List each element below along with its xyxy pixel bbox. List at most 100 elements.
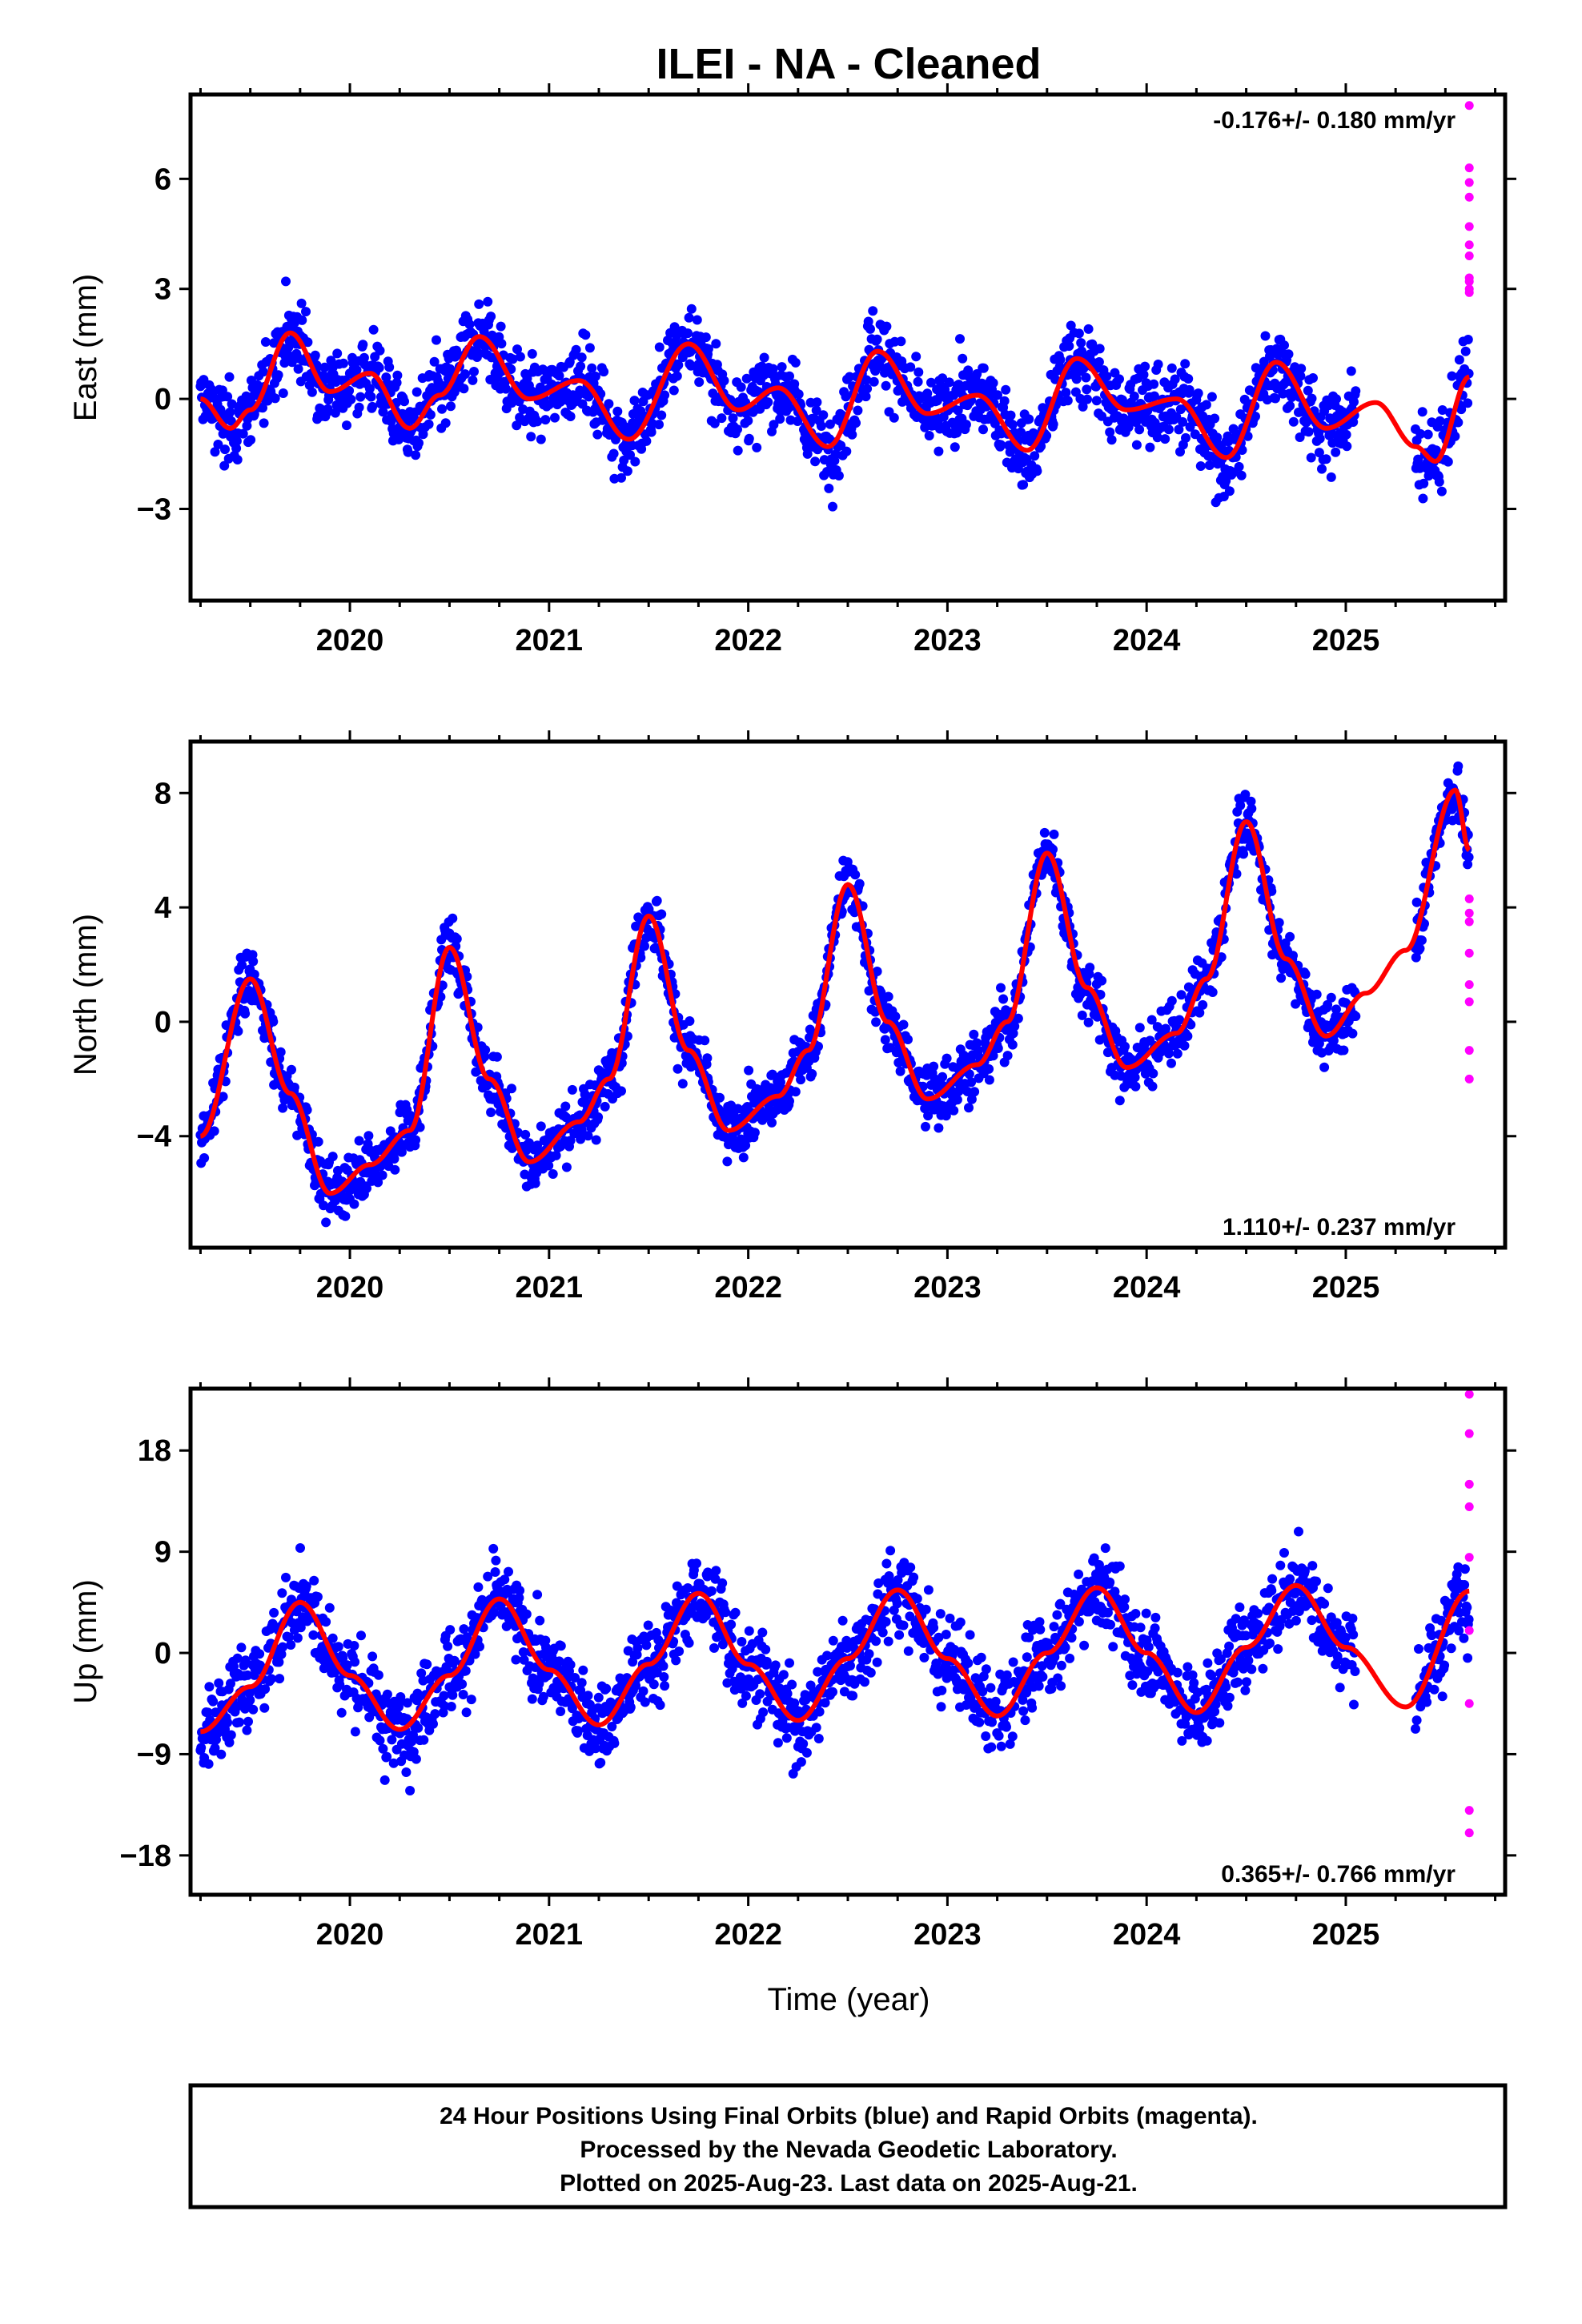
final-orbit-point <box>377 1170 387 1180</box>
final-orbit-point <box>1434 476 1444 487</box>
final-orbit-point <box>1002 1722 1011 1732</box>
final-orbit-point <box>763 397 773 408</box>
final-orbit-point <box>1195 461 1206 471</box>
final-orbit-point <box>518 1647 528 1657</box>
final-orbit-point <box>199 1153 210 1163</box>
final-orbit-point <box>1075 393 1086 404</box>
final-orbit-points <box>195 761 1474 1228</box>
final-orbit-point <box>1283 349 1294 360</box>
final-orbit-point <box>944 377 954 388</box>
final-orbit-point <box>854 879 865 889</box>
final-orbit-point <box>292 1633 303 1643</box>
final-orbit-point <box>1267 886 1277 896</box>
final-orbit-point <box>952 428 962 438</box>
final-orbit-point <box>424 419 434 429</box>
final-orbit-point <box>1453 761 1464 771</box>
final-orbit-point <box>1271 393 1280 404</box>
final-orbit-point <box>964 1103 974 1113</box>
final-orbit-point <box>883 991 893 1002</box>
final-orbit-point <box>536 434 546 444</box>
final-orbit-point <box>993 1043 1003 1053</box>
final-orbit-point <box>446 1702 456 1711</box>
final-orbit-point <box>303 337 313 348</box>
final-orbit-point <box>296 298 307 308</box>
final-orbit-point <box>640 1697 650 1707</box>
final-orbit-point <box>895 1066 905 1076</box>
final-orbit-point <box>289 1082 299 1092</box>
final-orbit-point <box>981 1731 991 1741</box>
final-orbit-point <box>1066 320 1076 331</box>
final-orbit-point <box>538 1691 548 1702</box>
final-orbit-point <box>922 388 933 399</box>
final-orbit-point <box>469 367 479 376</box>
final-orbit-point <box>364 384 375 394</box>
final-orbit-point <box>741 373 752 384</box>
final-orbit-point <box>758 1707 769 1718</box>
final-orbit-point <box>926 377 936 388</box>
final-orbit-point <box>1216 952 1227 963</box>
final-orbit-point <box>1078 401 1088 412</box>
final-orbit-point <box>601 1683 612 1694</box>
final-orbit-point <box>1351 386 1361 396</box>
final-orbit-point <box>1183 374 1194 384</box>
final-orbit-point <box>286 1640 296 1650</box>
final-orbit-point <box>863 316 873 327</box>
final-orbit-point <box>327 1633 338 1643</box>
final-orbit-point <box>757 1627 768 1638</box>
final-orbit-point <box>630 456 640 467</box>
final-orbit-point <box>1418 493 1428 504</box>
y-tick-label: 4 <box>155 891 171 925</box>
final-orbit-point <box>1437 405 1447 415</box>
final-orbit-point <box>429 356 440 367</box>
final-orbit-point <box>576 1678 587 1688</box>
final-orbit-point <box>492 1051 502 1062</box>
final-orbit-point <box>994 1731 1004 1741</box>
final-orbit-point <box>1198 999 1208 1010</box>
final-orbit-point <box>1423 429 1433 440</box>
final-orbit-point <box>702 1053 713 1063</box>
final-orbit-point <box>1308 373 1318 383</box>
final-orbit-point <box>1077 1010 1087 1020</box>
final-orbit-point <box>368 324 379 335</box>
final-orbit-point <box>921 1121 930 1132</box>
final-orbit-point <box>362 1183 371 1193</box>
final-orbit-point <box>521 1609 532 1619</box>
final-orbit-point <box>491 1555 501 1566</box>
final-orbit-point <box>950 442 960 452</box>
final-orbit-point <box>249 969 259 979</box>
final-orbit-point <box>1170 374 1180 384</box>
final-orbit-point <box>532 416 543 427</box>
final-orbit-point <box>223 1717 233 1727</box>
final-orbit-point <box>612 406 623 416</box>
final-orbit-point <box>1145 442 1155 452</box>
final-orbit-point <box>936 1702 946 1712</box>
final-orbit-point <box>625 1702 636 1712</box>
final-orbit-point <box>600 1101 610 1112</box>
final-orbit-point <box>796 1075 806 1085</box>
final-orbit-point <box>378 1743 388 1754</box>
final-orbit-point <box>274 1657 284 1667</box>
x-tick-label: 2022 <box>714 1271 782 1305</box>
final-orbit-point <box>813 1041 823 1051</box>
final-orbit-point <box>655 1700 665 1711</box>
final-orbit-point <box>240 1008 251 1019</box>
final-orbit-point <box>793 389 804 400</box>
final-orbit-point <box>411 1754 421 1764</box>
final-orbit-point <box>945 1613 955 1623</box>
final-orbit-point <box>1123 422 1134 432</box>
final-orbit-point <box>297 315 307 325</box>
final-orbit-point <box>1008 1657 1018 1667</box>
final-orbit-point <box>214 1678 224 1688</box>
final-orbit-point <box>449 1655 460 1666</box>
final-orbit-point <box>379 1775 390 1785</box>
final-orbit-point <box>609 1738 620 1748</box>
final-orbit-point <box>1081 372 1091 383</box>
final-orbit-point <box>694 377 705 388</box>
final-orbit-point <box>452 934 462 944</box>
final-orbit-point <box>1349 396 1359 407</box>
final-orbit-point <box>258 367 268 377</box>
final-orbit-point <box>1435 416 1445 426</box>
final-orbit-point <box>813 1734 824 1743</box>
final-orbit-point <box>1129 391 1139 401</box>
final-orbit-point <box>966 1094 977 1104</box>
